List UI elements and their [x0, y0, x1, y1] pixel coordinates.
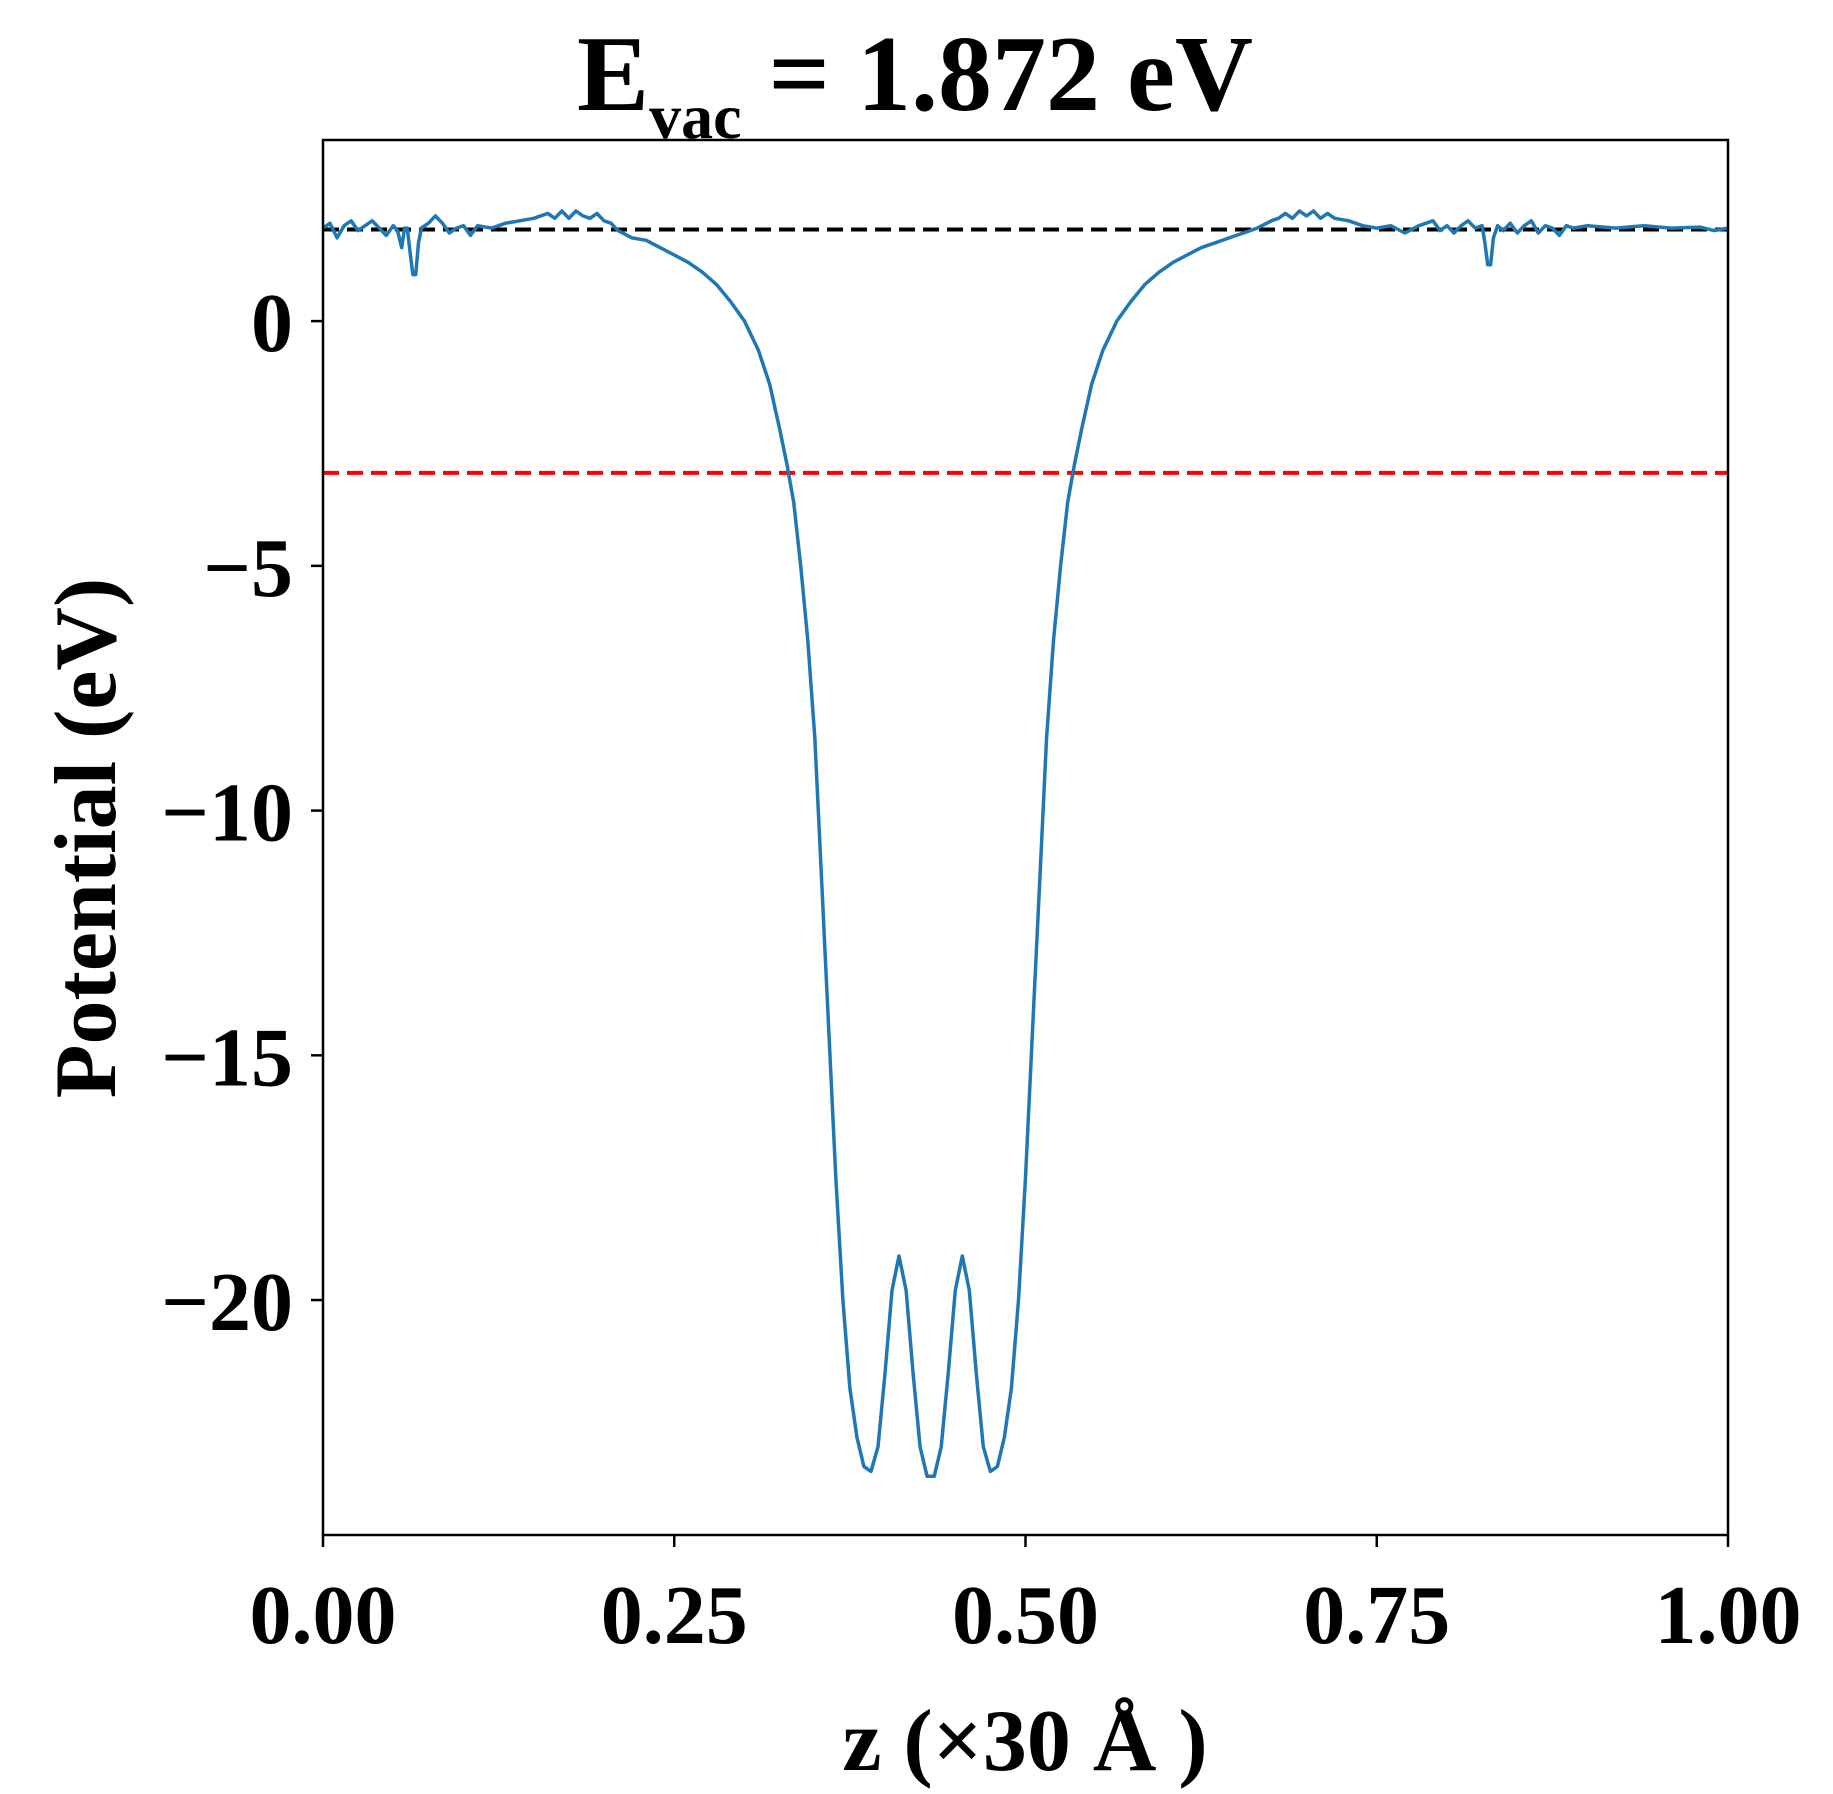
- y-tick-label: 0: [251, 277, 293, 370]
- series-layer: [323, 209, 1728, 1479]
- chart-title-prefix: E: [577, 15, 649, 134]
- y-tick-label: −15: [161, 1011, 293, 1104]
- chart-title-subscript: vac: [649, 81, 741, 152]
- reference-lines: [323, 227, 1728, 475]
- chart-title: Evac = 1.872 eV: [577, 15, 1253, 152]
- x-tick-label: 0.50: [952, 1569, 1099, 1662]
- x-axis: 0.00 0.25 0.50 0.75 1.00: [250, 1535, 1802, 1662]
- y-tick-label: −20: [161, 1256, 293, 1349]
- chart-title-suffix: = 1.872 eV: [741, 15, 1252, 134]
- x-tick-label: 0.25: [601, 1569, 748, 1662]
- x-axis-label: z (×30 Å ): [842, 1693, 1207, 1790]
- x-tick-label: 0.00: [250, 1569, 397, 1662]
- y-axis-label: Potential (eV): [38, 578, 135, 1098]
- x-tick-label: 0.75: [1303, 1569, 1450, 1662]
- y-tick-label: −10: [161, 767, 293, 860]
- series-line-1: [323, 209, 1728, 1479]
- y-tick-label: −5: [203, 522, 293, 615]
- x-tick-label: 1.00: [1655, 1569, 1802, 1662]
- y-axis: 0 −5 −10 −15 −20: [161, 277, 323, 1349]
